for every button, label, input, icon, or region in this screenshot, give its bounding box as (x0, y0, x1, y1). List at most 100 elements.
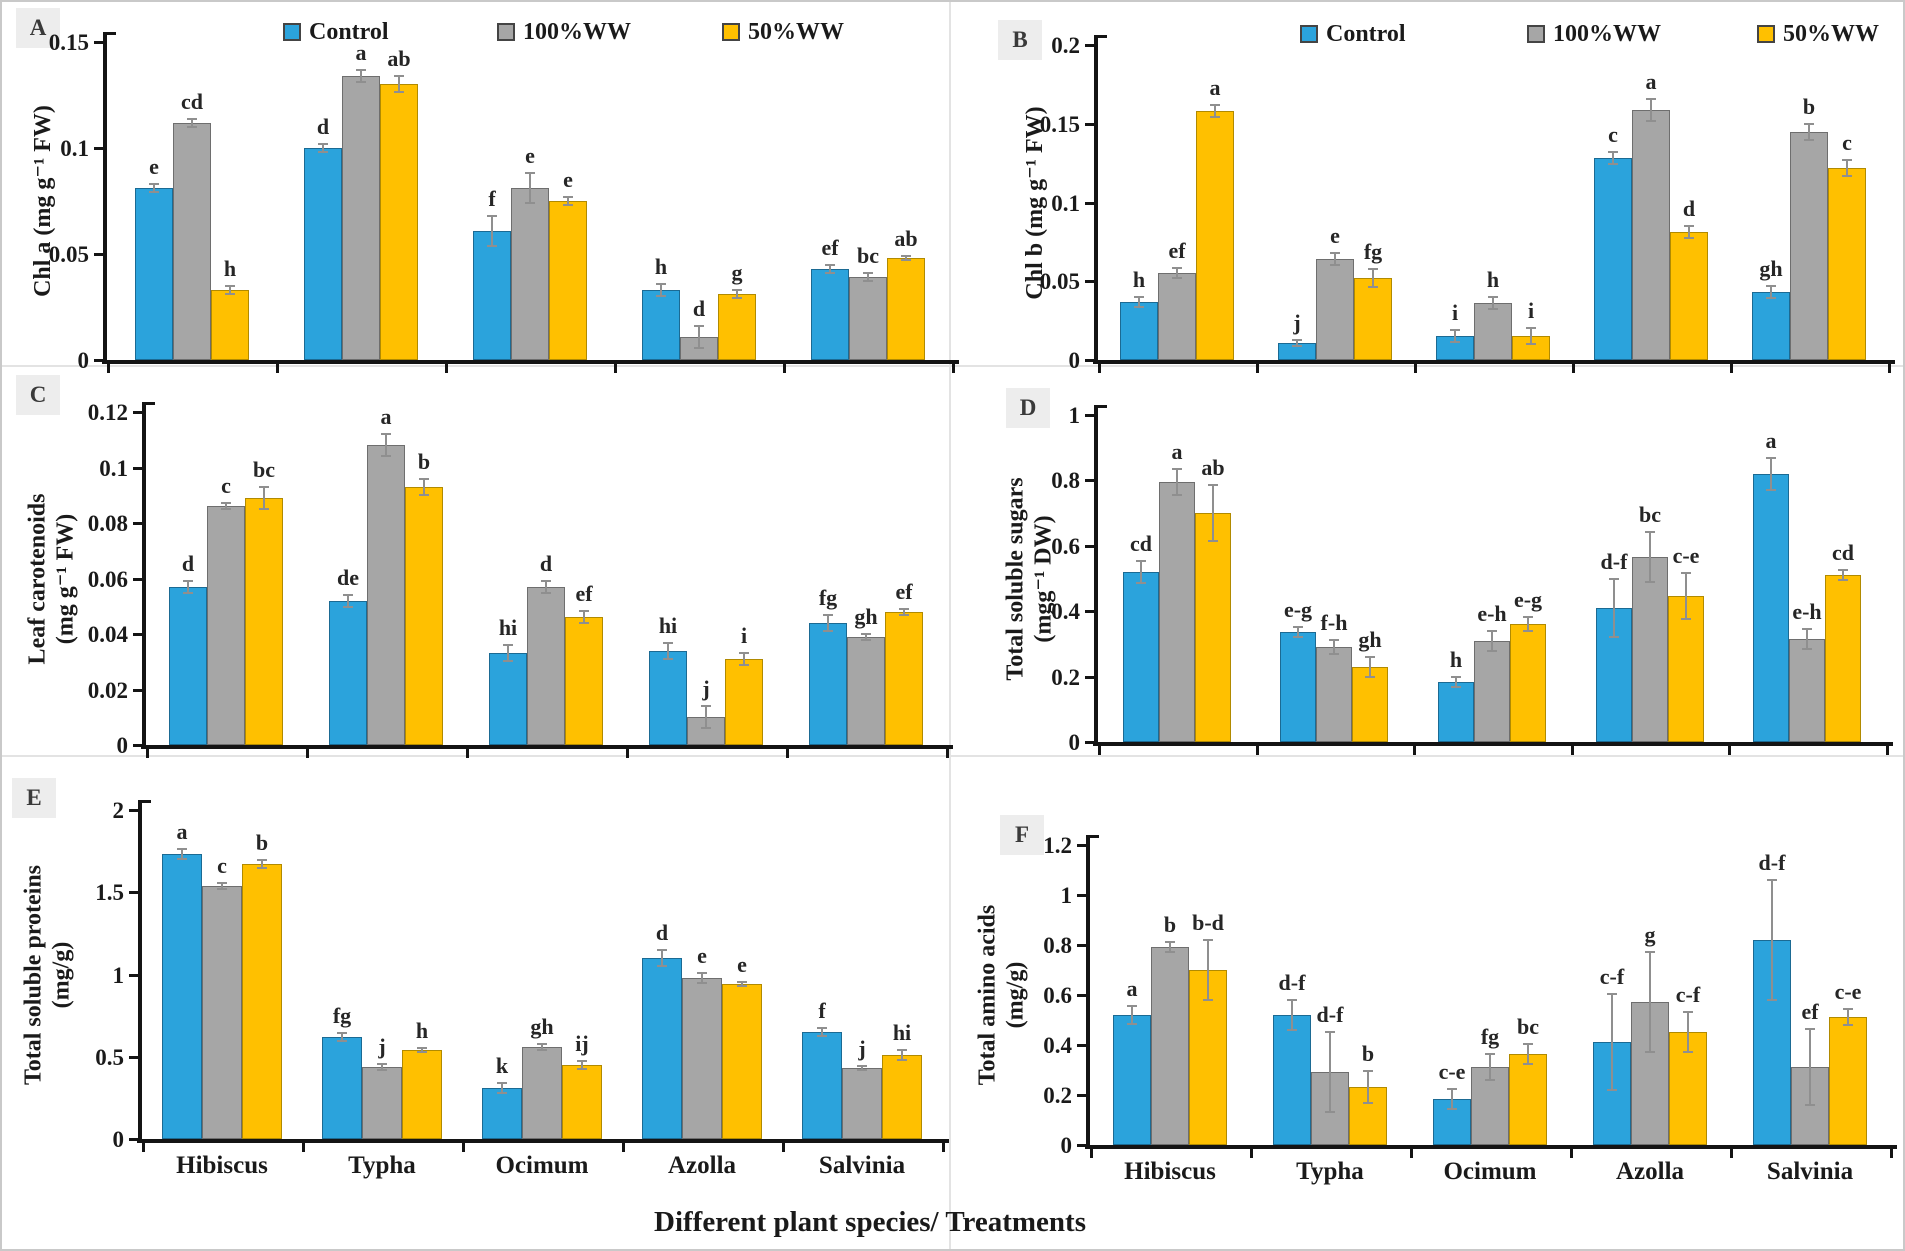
error-bar (583, 611, 585, 623)
x-axis-group-tick (142, 1142, 145, 1152)
bar (207, 506, 245, 745)
significance-letter: de (337, 565, 359, 590)
legend-swatch (1527, 25, 1545, 43)
error-bar (1650, 99, 1652, 121)
x-axis (102, 360, 959, 364)
error-bar (225, 503, 227, 509)
x-axis-group-tick (1098, 363, 1101, 373)
bar (489, 653, 527, 745)
error-bar-cap (1842, 159, 1852, 161)
significance-letter: b (255, 830, 269, 855)
y-tick (94, 41, 104, 44)
bar (811, 269, 849, 360)
error-bar (421, 1048, 423, 1052)
error-bar (181, 849, 183, 859)
error-bar (1491, 631, 1493, 651)
error-bar (1334, 253, 1336, 265)
x-axis-group-tick (1090, 1148, 1093, 1158)
significance-letter: d-f (1758, 850, 1786, 875)
error-bar-cap (259, 486, 269, 488)
error-bar (903, 609, 905, 615)
y-tick (1085, 479, 1095, 482)
panel-tag-B: B (998, 20, 1042, 60)
bar (1158, 273, 1196, 360)
error-bar-cap (1526, 327, 1536, 329)
error-bar-cap (417, 1051, 427, 1053)
x-axis-group-tick (1098, 745, 1101, 755)
error-bar-cap (739, 652, 749, 654)
error-bar-cap (1293, 636, 1303, 638)
significance-letter: j (858, 1036, 866, 1061)
y-axis-cap (142, 402, 155, 405)
error-bar-cap (394, 75, 404, 77)
y-tick (94, 359, 104, 362)
y-tick-label: 0 (1068, 348, 1081, 373)
category-label: Typha (1296, 1158, 1364, 1185)
x-axis-group-tick (146, 748, 149, 758)
significance-letter: d-f (1316, 1002, 1344, 1027)
error-bar-cap (257, 867, 267, 869)
significance-letter: d (181, 551, 195, 576)
error-bar-cap (697, 982, 707, 984)
y-tick-label: 0.4 (1051, 599, 1080, 624)
y-tick (1085, 545, 1095, 548)
bar (342, 76, 380, 360)
error-bar-cap (1330, 264, 1340, 266)
bar (169, 587, 207, 745)
x-axis-group-tick (952, 363, 955, 373)
legend-label: 50%WW (748, 19, 844, 45)
significance-letter: c (217, 853, 227, 878)
y-tick-label: 1 (112, 963, 125, 988)
bar (1752, 292, 1790, 360)
error-bar (1329, 1032, 1331, 1112)
error-bar-cap (1609, 578, 1619, 580)
error-bar (1297, 627, 1299, 637)
y-tick (1085, 741, 1095, 744)
y-tick-label: 0 (112, 1127, 125, 1152)
error-bar (1454, 330, 1456, 342)
significance-letter: c (221, 473, 231, 498)
error-bar-cap (1292, 339, 1302, 341)
error-bar-cap (1368, 268, 1378, 270)
error-bar-cap (899, 614, 909, 616)
y-tick (133, 467, 143, 470)
x-axis-group-tick (946, 748, 949, 758)
significance-letter: j (1293, 310, 1301, 335)
bar (1474, 303, 1512, 360)
error-bar-cap (1645, 581, 1655, 583)
bar (842, 1068, 882, 1139)
bar (649, 651, 687, 745)
bar (718, 294, 756, 360)
significance-letter: f (488, 186, 496, 211)
error-bar-cap (857, 1069, 867, 1071)
error-bar (1372, 269, 1374, 287)
x-axis-group-tick (1256, 363, 1259, 373)
bar (1354, 278, 1392, 360)
error-bar (1530, 328, 1532, 344)
error-bar (1489, 1054, 1491, 1080)
error-bar (221, 883, 223, 889)
error-bar-cap (1210, 116, 1220, 118)
error-bar-cap (1767, 999, 1777, 1001)
error-bar-cap (1684, 225, 1694, 227)
error-bar (1613, 579, 1615, 637)
error-bar (705, 706, 707, 728)
error-bar-cap (503, 644, 513, 646)
error-bar (341, 1033, 343, 1041)
y-axis-label-text: Total soluble sugars (mgg⁻¹ DW) (1002, 476, 1056, 681)
legend-swatch (722, 23, 740, 41)
significance-letter: i (740, 623, 748, 648)
x-axis (1093, 742, 1893, 746)
y-tick-label: 2 (112, 798, 125, 823)
error-bar-cap (343, 606, 353, 608)
error-bar-cap (1843, 1008, 1853, 1010)
bar (1670, 232, 1708, 360)
error-bar-cap (1203, 939, 1213, 941)
significance-letter: cd (181, 89, 203, 114)
bar (511, 188, 549, 360)
significance-letter: ab (387, 46, 411, 71)
significance-letter: hi (658, 613, 678, 638)
error-bar (661, 950, 663, 966)
error-bar-cap (1136, 582, 1146, 584)
bar (1789, 639, 1825, 742)
